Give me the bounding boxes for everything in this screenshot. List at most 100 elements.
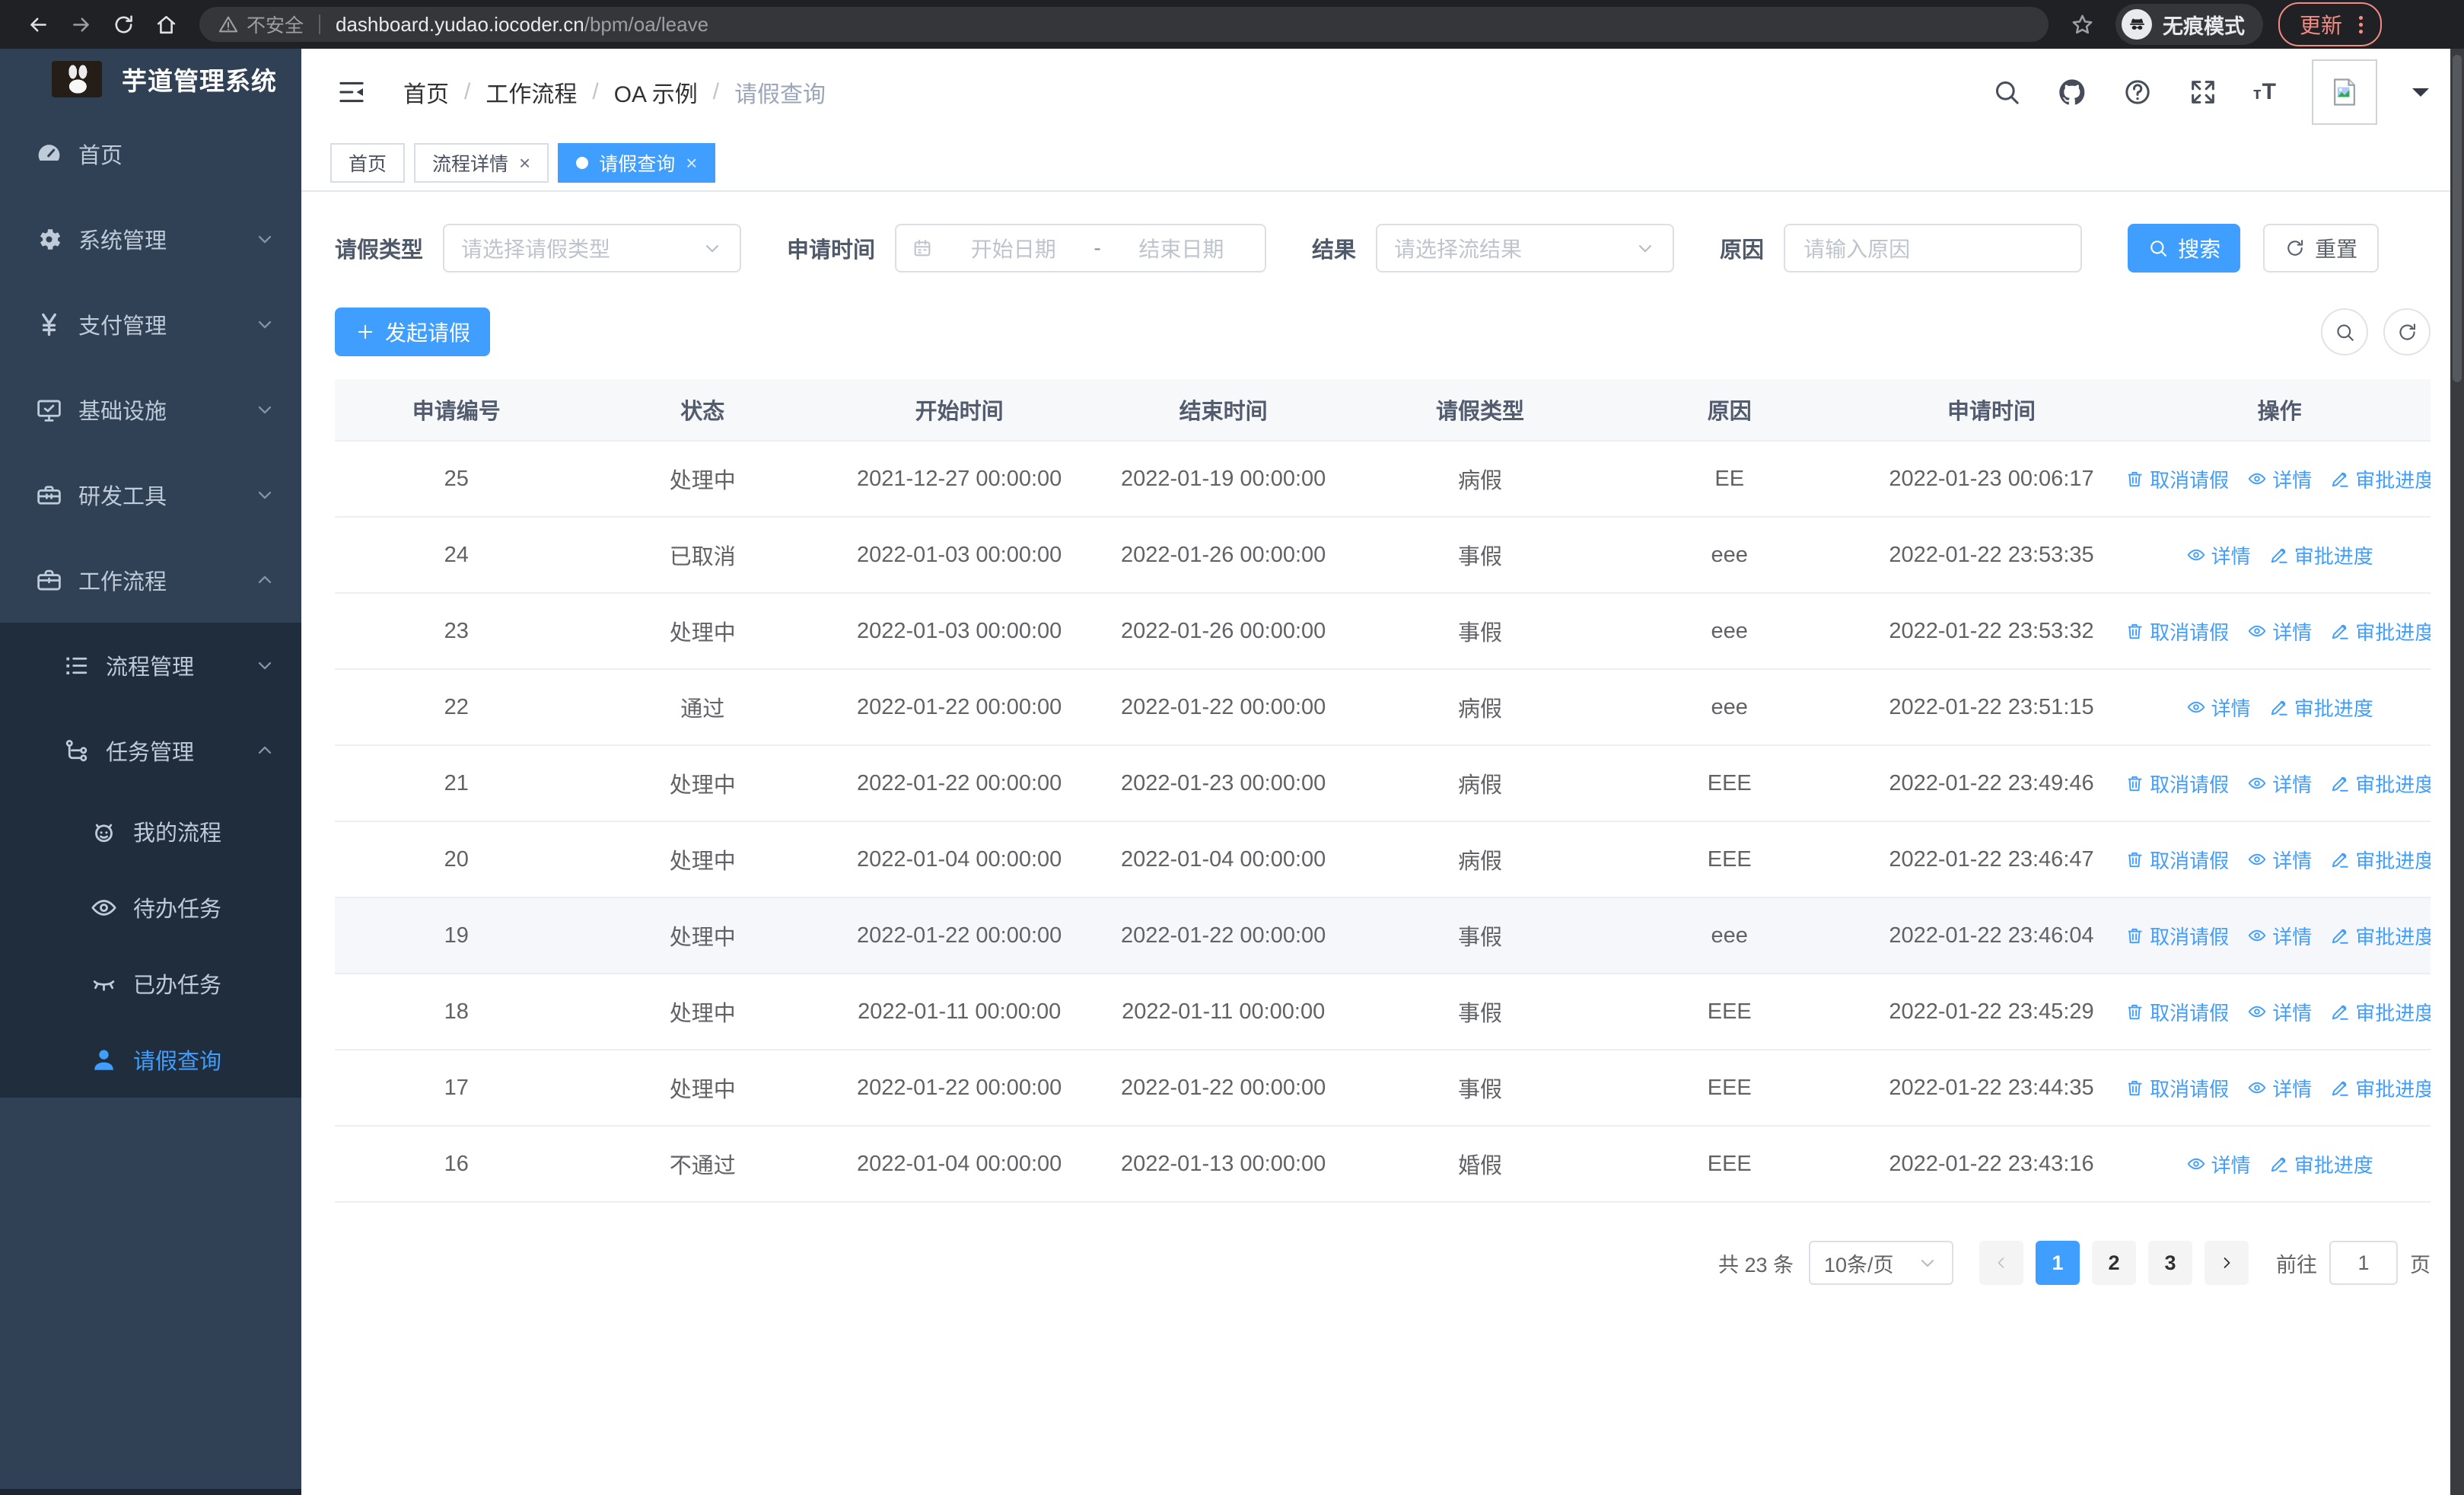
detail-link[interactable]: 详情 bbox=[2247, 770, 2312, 798]
table-row: 23 处理中 2022-01-03 00:00:00 2022-01-26 00:00… bbox=[335, 593, 2431, 670]
cell-end-time: 2022-01-19 00:00:00 bbox=[1091, 441, 1356, 518]
search-toggle-button[interactable] bbox=[2321, 308, 2368, 355]
reason-label: 原因 bbox=[1720, 238, 1765, 263]
detail-link[interactable]: 详情 bbox=[2247, 465, 2312, 493]
help-icon[interactable] bbox=[2122, 77, 2153, 107]
detail-link[interactable]: 详情 bbox=[2247, 1074, 2312, 1102]
refresh-table-button[interactable] bbox=[2383, 308, 2431, 355]
tab-home[interactable]: 首页 bbox=[330, 143, 406, 183]
cancel-leave-link[interactable]: 取消请假 bbox=[2128, 770, 2229, 798]
cell-status: 处理中 bbox=[578, 974, 828, 1050]
approval-progress-link[interactable]: 审批进度 bbox=[2330, 846, 2431, 874]
cancel-leave-link[interactable]: 取消请假 bbox=[2128, 1074, 2229, 1102]
next-page-button[interactable] bbox=[2205, 1241, 2249, 1285]
close-tab-icon[interactable]: × bbox=[519, 151, 531, 174]
approval-progress-link[interactable]: 审批进度 bbox=[2330, 770, 2431, 798]
breadcrumb-item[interactable]: 工作流程 bbox=[485, 82, 578, 107]
page-button[interactable]: 1 bbox=[2036, 1241, 2080, 1285]
cancel-leave-link[interactable]: 取消请假 bbox=[2128, 998, 2229, 1026]
github-icon[interactable] bbox=[2057, 77, 2087, 107]
chevron-up-icon bbox=[254, 569, 275, 591]
search-icon[interactable] bbox=[1991, 77, 2022, 107]
avatar[interactable] bbox=[2312, 59, 2377, 125]
detail-link[interactable]: 详情 bbox=[2247, 617, 2312, 645]
apply-time-range-input[interactable]: 开始日期 - 结束日期 bbox=[895, 224, 1267, 273]
sidebar-submenu: 流程管理 任务管理 我的流程 待办任务 已办任务 请假查询 bbox=[0, 623, 301, 1098]
app-logo[interactable]: 芋道管理系统 bbox=[0, 49, 301, 105]
cell-status: 处理中 bbox=[578, 897, 828, 974]
sidebar-item-process-management[interactable]: 流程管理 bbox=[0, 623, 301, 708]
forward-icon[interactable] bbox=[64, 8, 97, 41]
sidebar-item-task-management[interactable]: 任务管理 bbox=[0, 708, 301, 793]
sidebar-item-workflow[interactable]: 工作流程 bbox=[0, 537, 301, 623]
update-button[interactable]: 更新 bbox=[2278, 2, 2383, 46]
detail-link[interactable]: 详情 bbox=[2247, 998, 2312, 1026]
approval-progress-link[interactable]: 审批进度 bbox=[2269, 693, 2373, 722]
approval-progress-link[interactable]: 审批进度 bbox=[2330, 998, 2431, 1026]
reload-icon[interactable] bbox=[107, 8, 140, 41]
leave-type-select[interactable]: 请选择请假类型 bbox=[443, 224, 742, 273]
collapse-sidebar-icon[interactable] bbox=[336, 77, 367, 107]
fullscreen-icon[interactable] bbox=[2188, 77, 2218, 107]
chevron-down-icon[interactable] bbox=[2412, 88, 2429, 105]
detail-link[interactable]: 详情 bbox=[2247, 846, 2312, 874]
home-icon[interactable] bbox=[149, 8, 183, 41]
cancel-leave-link[interactable]: 取消请假 bbox=[2128, 846, 2229, 874]
sidebar-item-home[interactable]: 首页 bbox=[0, 111, 301, 196]
search-button[interactable]: 搜索 bbox=[2128, 224, 2241, 273]
cancel-leave-link[interactable]: 取消请假 bbox=[2128, 465, 2229, 493]
breadcrumb-item[interactable]: 首页 bbox=[403, 82, 449, 107]
trash-icon bbox=[2128, 850, 2144, 869]
app-window: 芋道管理系统 首页 系统管理 支付管理 基础设施 研发工具 工作流程 流程管理 任务管理 我的… bbox=[0, 49, 2464, 1495]
edit-icon bbox=[2269, 545, 2289, 565]
address-bar[interactable]: 不安全 dashboard.yudao.iocoder.cn/bpm/oa/le… bbox=[199, 7, 2049, 42]
page-size-select[interactable]: 10条/页 bbox=[1809, 1241, 1953, 1285]
chevron-down-icon bbox=[254, 399, 275, 420]
cell-start-time: 2022-01-11 00:00:00 bbox=[827, 974, 1092, 1050]
cancel-leave-link[interactable]: 取消请假 bbox=[2128, 617, 2229, 645]
approval-progress-link[interactable]: 审批进度 bbox=[2330, 922, 2431, 950]
sidebar-item-my-process[interactable]: 我的流程 bbox=[0, 793, 301, 869]
browser-scrollbar[interactable] bbox=[2450, 49, 2464, 1495]
sidebar-item-system-management[interactable]: 系统管理 bbox=[0, 196, 301, 282]
cell-status: 处理中 bbox=[578, 593, 828, 670]
detail-link[interactable]: 详情 bbox=[2186, 541, 2251, 569]
prev-page-button[interactable] bbox=[1979, 1241, 2023, 1285]
sidebar-item-dev-tools[interactable]: 研发工具 bbox=[0, 452, 301, 537]
font-size-icon[interactable]: тT bbox=[2252, 79, 2277, 104]
bookmark-star-icon[interactable] bbox=[2065, 8, 2099, 41]
sidebar-item-leave-query[interactable]: 请假查询 bbox=[0, 1022, 301, 1098]
breadcrumb-item[interactable]: OA 示例 bbox=[613, 82, 698, 107]
not-secure-icon[interactable] bbox=[218, 14, 239, 35]
jump-label: 前往 bbox=[2276, 1253, 2317, 1277]
page-button[interactable]: 3 bbox=[2148, 1241, 2192, 1285]
sidebar-item-payment-management[interactable]: 支付管理 bbox=[0, 282, 301, 367]
tab-process-detail[interactable]: 流程详情 × bbox=[414, 143, 549, 183]
approval-progress-link[interactable]: 审批进度 bbox=[2269, 1150, 2373, 1178]
view-icon bbox=[2247, 773, 2267, 793]
back-icon[interactable] bbox=[21, 8, 55, 41]
sidebar-item-infrastructure[interactable]: 基础设施 bbox=[0, 367, 301, 452]
reason-input[interactable]: 请输入原因 bbox=[1784, 224, 2083, 273]
approval-progress-link[interactable]: 审批进度 bbox=[2330, 617, 2431, 645]
browser-menu-icon[interactable] bbox=[2347, 8, 2374, 41]
result-select[interactable]: 请选择流结果 bbox=[1376, 224, 1675, 273]
cancel-leave-link[interactable]: 取消请假 bbox=[2128, 922, 2229, 950]
page-button[interactable]: 2 bbox=[2092, 1241, 2136, 1285]
page-jump: 前往 1 页 bbox=[2276, 1241, 2431, 1285]
table-row: 19 处理中 2022-01-22 00:00:00 2022-01-22 00:00… bbox=[335, 897, 2431, 974]
sidebar-item-done-tasks[interactable]: 已办任务 bbox=[0, 945, 301, 1022]
approval-progress-link[interactable]: 审批进度 bbox=[2330, 465, 2431, 493]
tab-leave-query[interactable]: 请假查询 × bbox=[558, 143, 716, 183]
jump-page-input[interactable]: 1 bbox=[2329, 1241, 2398, 1285]
approval-progress-link[interactable]: 审批进度 bbox=[2330, 1074, 2431, 1102]
detail-link[interactable]: 详情 bbox=[2186, 1150, 2251, 1178]
detail-link[interactable]: 详情 bbox=[2186, 693, 2251, 722]
sidebar-item-todo-tasks[interactable]: 待办任务 bbox=[0, 869, 301, 945]
scrollbar-thumb[interactable] bbox=[2453, 55, 2462, 382]
close-tab-icon[interactable]: × bbox=[686, 151, 698, 174]
create-leave-button[interactable]: 发起请假 bbox=[335, 308, 491, 356]
approval-progress-link[interactable]: 审批进度 bbox=[2269, 541, 2373, 569]
detail-link[interactable]: 详情 bbox=[2247, 922, 2312, 950]
reset-button[interactable]: 重置 bbox=[2263, 224, 2380, 273]
